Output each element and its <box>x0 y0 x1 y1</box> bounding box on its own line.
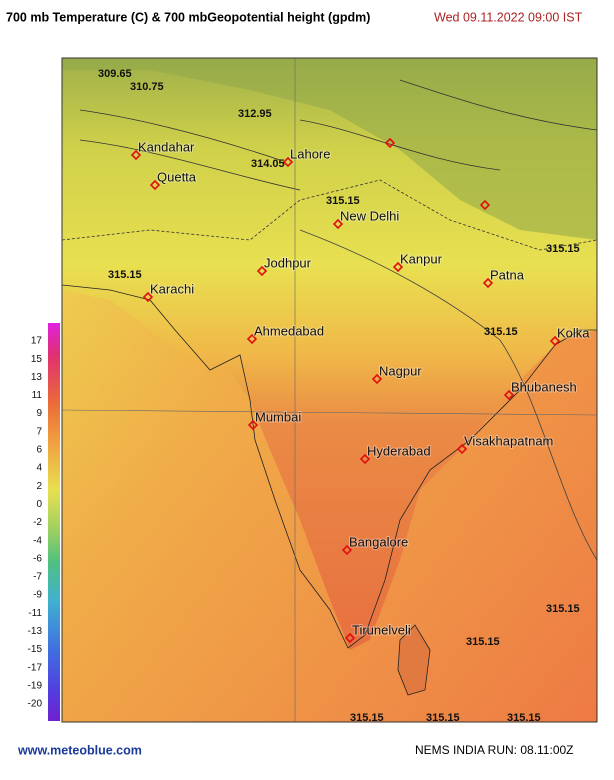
contour-label: 315.15 <box>426 712 460 724</box>
city-marker <box>456 443 468 455</box>
map: Kandahar Quetta Lahore New Delhi Jodhpur Kanp… <box>61 57 598 724</box>
city-label: Jodhpur <box>264 255 312 270</box>
city-marker <box>341 544 353 556</box>
date: Wed 09.11.2022 09:00 IST <box>434 10 583 24</box>
contour-label: 315.15 <box>466 636 500 648</box>
city-label: Karachi <box>150 281 194 296</box>
city-label: Lahore <box>290 146 330 161</box>
city-marker <box>479 199 491 211</box>
parallel <box>61 409 598 416</box>
city-label: Nagpur <box>379 363 422 378</box>
city-marker <box>130 149 142 161</box>
contour-label: 315.15 <box>350 712 384 724</box>
city-marker <box>256 265 268 277</box>
legend-tick-label: -19 <box>28 680 43 691</box>
legend-tick-label: 17 <box>31 336 43 347</box>
city-label: Hyderabad <box>367 443 431 458</box>
contour-label: 315.15 <box>546 243 580 255</box>
site-link[interactable]: www.meteoblue.com <box>17 743 142 757</box>
city-marker <box>384 137 396 149</box>
city-label: Patna <box>490 267 525 282</box>
legend-tick-label: -6 <box>33 553 42 564</box>
city-marker <box>246 333 258 345</box>
legend: 17 15 13 11 9 7 6 4 2 0 -2 -4 -6 -7 -9 -11 -13 -15 -17 -19 -… <box>28 336 43 710</box>
city-marker <box>392 261 404 273</box>
legend-tick-label: -7 <box>33 572 42 583</box>
legend-tick-label: 4 <box>36 463 42 474</box>
sri-lanka <box>397 624 431 696</box>
legend-tick-label: 6 <box>36 445 42 456</box>
contour-label: 312.95 <box>238 108 272 120</box>
mountains <box>62 58 597 240</box>
legend-tick-label: 13 <box>31 372 43 383</box>
legend-tick-label: -20 <box>28 699 43 710</box>
city-marker <box>371 373 383 385</box>
legend-tick-label: -17 <box>28 662 43 673</box>
land <box>62 58 597 650</box>
city-label: Bangalore <box>349 534 408 549</box>
legend-tick-label: 11 <box>32 390 43 401</box>
contour-label: 315.15 <box>484 326 518 338</box>
contour-label: 315.15 <box>326 195 360 207</box>
run-info: NEMS INDIA RUN: 08.11:00Z <box>415 743 574 757</box>
city-label: Visakhapatnam <box>464 433 553 448</box>
city-marker <box>359 453 371 465</box>
city-marker <box>332 218 344 230</box>
city-label: Tirunelveli <box>352 622 411 637</box>
legend-tick-label: 7 <box>36 426 42 437</box>
city-label: Quetta <box>157 169 197 184</box>
contour-label: 309.65 <box>98 68 132 80</box>
contour-label: 315.15 <box>546 603 580 615</box>
contour-label: 314.05 <box>251 158 285 170</box>
map-frame <box>61 57 598 723</box>
contour-label: 315.15 <box>507 712 541 724</box>
city-marker <box>149 179 161 191</box>
legend-tick-label: 2 <box>36 481 42 492</box>
city-marker <box>142 291 154 303</box>
legend-tick-label: -9 <box>33 590 42 601</box>
legend-tick-label: -13 <box>28 626 43 637</box>
city-marker <box>282 156 294 168</box>
city-label: New Delhi <box>340 208 399 223</box>
map-labels: Kandahar Quetta Lahore New Delhi Jodhpur Kanp… <box>98 68 591 724</box>
city-marker <box>482 277 494 289</box>
legend-tick-label: 15 <box>31 354 43 365</box>
contour-label: 315.15 <box>108 269 142 281</box>
colorbar <box>48 323 60 721</box>
city-label: Mumbai <box>255 409 301 424</box>
title: 700 mb Temperature (C) & 700 mbGeopotent… <box>6 10 370 24</box>
city-label: Ahmedabad <box>254 323 324 338</box>
city-marker <box>549 335 561 347</box>
legend-tick-label: -4 <box>33 535 42 546</box>
city-marker <box>247 419 259 431</box>
city-label: Kanpur <box>400 251 443 266</box>
legend-tick-label: -15 <box>28 644 43 655</box>
city-label: Bhubanesh <box>511 379 577 394</box>
city-marker <box>503 389 515 401</box>
legend-tick-label: 9 <box>36 408 42 419</box>
coastlines <box>61 79 598 649</box>
city-marker <box>344 632 356 644</box>
legend-tick-label: 0 <box>36 499 42 510</box>
legend-tick-label: -11 <box>28 608 42 619</box>
legend-tick-label: -2 <box>33 517 42 528</box>
city-label: Kandahar <box>138 139 195 154</box>
city-label: Kolka <box>557 325 590 340</box>
contour-label: 310.75 <box>130 81 164 93</box>
